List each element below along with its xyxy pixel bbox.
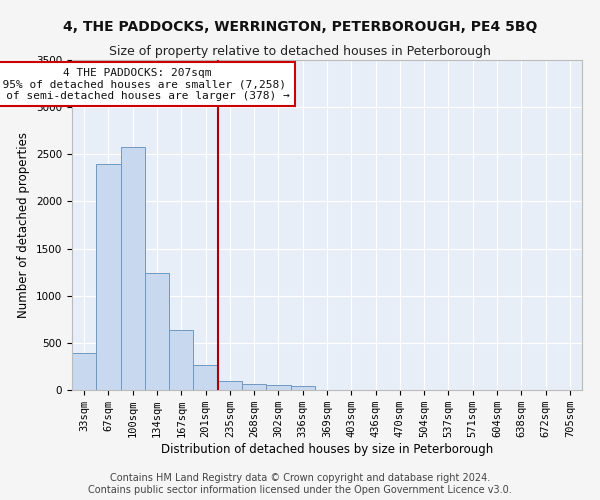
Bar (121, 146, 145, 390)
Bar (169, 330, 193, 390)
Bar (290, 386, 315, 390)
X-axis label: Distribution of detached houses by size in Peterborough: Distribution of detached houses by size … (161, 443, 493, 456)
Text: Size of property relative to detached houses in Peterborough: Size of property relative to detached ho… (109, 45, 491, 58)
Bar (266, 385, 290, 390)
Bar (242, 384, 266, 390)
Bar (96, 164, 121, 390)
Bar (193, 366, 218, 390)
Text: Contains HM Land Registry data © Crown copyright and database right 2024.
Contai: Contains HM Land Registry data © Crown c… (88, 474, 512, 495)
Bar (72, 353, 96, 390)
Bar (218, 380, 242, 390)
Bar (145, 273, 169, 390)
Text: 4 THE PADDOCKS: 207sqm
← 95% of detached houses are smaller (7,258)
5% of semi-d: 4 THE PADDOCKS: 207sqm ← 95% of detached… (0, 68, 289, 100)
Y-axis label: Number of detached properties: Number of detached properties (17, 132, 31, 318)
Text: 4, THE PADDOCKS, WERRINGTON, PETERBOROUGH, PE4 5BQ: 4, THE PADDOCKS, WERRINGTON, PETERBOROUG… (63, 20, 537, 34)
